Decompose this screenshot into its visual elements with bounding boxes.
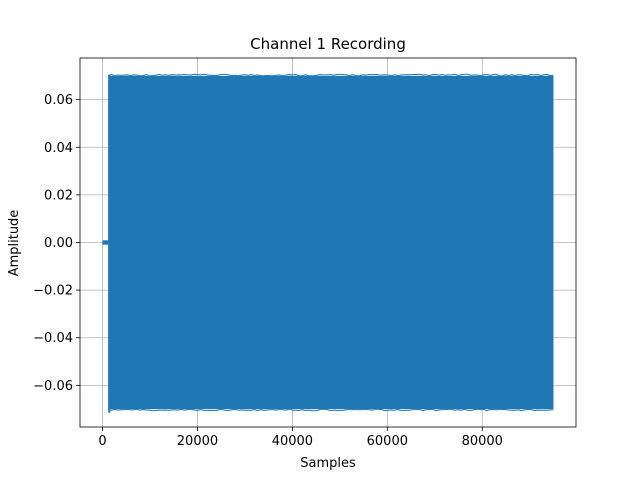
y-tick-label: −0.06 [33, 379, 73, 394]
x-tick-label: 20000 [177, 434, 218, 449]
signal-top-edge [107, 73, 554, 77]
chart-title: Channel 1 Recording [250, 35, 406, 53]
y-tick-label: −0.04 [33, 331, 73, 346]
data-series [102, 73, 554, 413]
x-axis-title: Samples [300, 456, 356, 471]
x-tick-label: 60000 [367, 434, 408, 449]
x-tick-label: 0 [98, 434, 106, 449]
signal-bottom-edge [107, 408, 554, 412]
y-tick-label: −0.02 [33, 284, 73, 299]
tick-labels: 0 20000 40000 60000 80000 −0.06 −0.04 −0.02 0.00… [33, 93, 503, 449]
tick-marks [76, 99, 483, 431]
y-tick-label: 0.06 [44, 93, 73, 108]
signal-baseline [102, 240, 109, 245]
y-tick-label: 0.00 [44, 236, 73, 251]
signal-envelope [108, 75, 554, 410]
y-tick-label: 0.04 [44, 141, 73, 156]
y-axis-title: Amplitude [7, 210, 22, 277]
x-tick-label: 80000 [462, 434, 503, 449]
y-tick-label: 0.02 [44, 188, 73, 203]
x-tick-label: 40000 [272, 434, 313, 449]
